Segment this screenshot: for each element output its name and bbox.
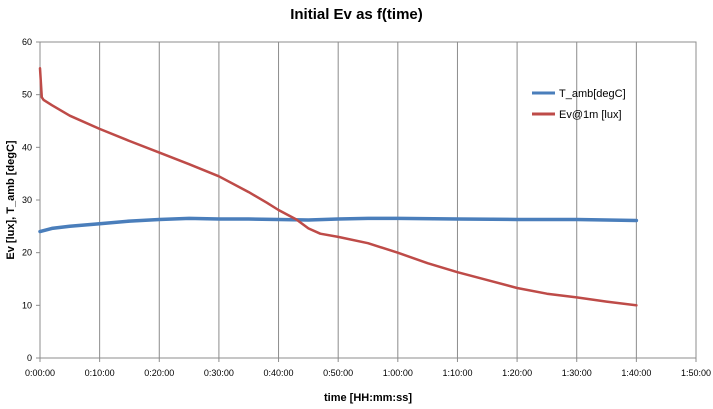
x-axis-title: time [HH:mm:ss]	[324, 392, 412, 404]
legend: T_amb[degC] Ev@1m [lux]	[532, 88, 626, 121]
y-tick-label: 30	[22, 195, 32, 205]
legend-label: Ev@1m [lux]	[559, 109, 622, 121]
y-axis-ticks: 0 10 20 30 40 50 60	[22, 37, 40, 363]
y-tick-label: 20	[22, 248, 32, 258]
x-tick-label: 0:30:00	[204, 368, 234, 378]
grid-lines	[99, 42, 637, 358]
x-axis-ticks: 0:00:00 0:10:00 0:20:00 0:30:00 0:40:00 0:50:…	[25, 358, 711, 378]
y-tick-label: 60	[22, 37, 32, 47]
y-tick-label: 0	[27, 353, 32, 363]
legend-label: T_amb[degC]	[559, 88, 626, 100]
x-tick-label: 0:00:00	[25, 368, 55, 378]
chart-title: Initial Ev as f(time)	[290, 6, 423, 23]
x-tick-label: 0:20:00	[144, 368, 174, 378]
x-tick-label: 0:10:00	[85, 368, 115, 378]
series-line-t-amb	[38, 216, 639, 234]
x-tick-label: 0:40:00	[264, 368, 294, 378]
x-tick-label: 0:50:00	[323, 368, 353, 378]
x-tick-label: 1:50:00	[681, 368, 711, 378]
y-axis-title: Ev [lux], T_amb [degC]	[5, 140, 17, 260]
x-tick-label: 1:00:00	[383, 368, 413, 378]
x-tick-label: 1:30:00	[562, 368, 592, 378]
y-tick-label: 50	[22, 90, 32, 100]
x-tick-label: 1:20:00	[502, 368, 532, 378]
x-tick-label: 1:40:00	[621, 368, 651, 378]
x-tick-label: 1:10:00	[442, 368, 472, 378]
series-lines	[38, 67, 639, 307]
y-tick-label: 10	[22, 300, 32, 310]
y-tick-label: 40	[22, 142, 32, 152]
series-line-ev	[38, 67, 638, 307]
